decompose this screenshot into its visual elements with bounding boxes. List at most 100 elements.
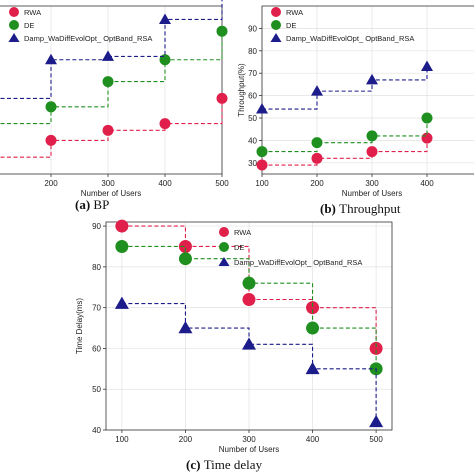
data-point-circle [306, 301, 320, 315]
data-point-triangle [369, 414, 384, 428]
data-point-triangle [242, 337, 256, 350]
data-point-circle [178, 252, 192, 266]
data-point-circle [115, 219, 129, 233]
x-tick-label: 200 [310, 179, 324, 188]
data-point-circle [256, 159, 268, 171]
series-line-1 [262, 118, 428, 153]
data-point-circle [115, 239, 129, 253]
y-tick-label: 90 [248, 24, 257, 33]
y-tick-label: 40 [248, 136, 257, 145]
chart-2: 100 200 300 400 30 40 50 60 70 80 90 Number of User… [237, 5, 474, 198]
data-point-circle [45, 134, 57, 146]
data-point-circle [242, 292, 256, 306]
legend: RWA DE Damp_WaDiffEvolOpt_ OptBand_RSA [270, 7, 414, 43]
data-point-circle [102, 124, 114, 136]
legend-marker-circle [9, 20, 19, 30]
data-point-triangle [159, 13, 171, 24]
caption-letter: (b) [320, 201, 339, 216]
data-point-triangle [366, 73, 378, 85]
data-point-triangle [256, 103, 268, 114]
data-point-circle [216, 92, 228, 104]
y-tick-label: 30 [248, 159, 257, 168]
legend-marker-triangle [218, 257, 230, 266]
data-point-circle [366, 146, 378, 158]
legend-label: DE [24, 21, 34, 30]
legend: RWA DE Damp_WaDiffEvolOpt_ OptBand_RSA [8, 7, 152, 43]
y-tick-label: 60 [248, 92, 257, 101]
y-tick-label: 50 [248, 114, 257, 123]
x-tick-label: 500 [215, 179, 229, 188]
x-tick-label: 100 [115, 435, 129, 444]
legend-marker-circle [9, 7, 19, 17]
caption-text: Time delay [204, 457, 263, 472]
caption-letter: (a) [75, 197, 93, 212]
data-point-circle [421, 112, 433, 124]
caption-3: (c) Time delay [186, 457, 263, 472]
legend-marker-circle [271, 7, 281, 17]
legend-label: Damp_WaDiffEvolOpt_ OptBand_RSA [234, 258, 362, 267]
data-point-triangle [311, 85, 323, 96]
legend-marker-triangle [270, 33, 282, 42]
caption-1: (a) BP [75, 197, 109, 212]
data-point-circle [311, 137, 323, 149]
data-point-circle [256, 146, 268, 158]
x-tick-label: 300 [242, 435, 256, 444]
legend-label: Damp_WaDiffEvolOpt_ OptBand_RSA [24, 34, 152, 43]
x-tick-label: 400 [420, 179, 434, 188]
y-tick-label: 80 [248, 47, 257, 56]
y-axis-label: Throughput(%) [237, 63, 246, 117]
x-tick-label: 400 [306, 435, 320, 444]
legend-marker-circle [219, 227, 229, 237]
data-point-circle [311, 152, 323, 164]
data-point-triangle [305, 361, 320, 375]
legend-marker-triangle [8, 33, 20, 42]
y-tick-label: 90 [92, 222, 101, 231]
y-tick-label: 50 [92, 385, 101, 394]
data-point-circle [366, 130, 378, 142]
x-tick-label: 400 [158, 179, 172, 188]
y-tick-label: 80 [92, 263, 101, 272]
series-line-2 [262, 66, 428, 110]
x-tick-label: 500 [369, 435, 383, 444]
x-tick-label: 200 [179, 435, 193, 444]
y-tick-label: 60 [92, 344, 101, 353]
x-axis-label: Number of Users [342, 189, 402, 198]
caption-letter: (c) [186, 457, 204, 472]
x-tick-label: 200 [44, 179, 58, 188]
series-line-2 [121, 303, 377, 422]
y-axis-label: Time Delay(ms) [75, 298, 84, 354]
data-point-triangle [114, 296, 129, 309]
data-point-circle [216, 25, 228, 37]
legend-label: Damp_WaDiffEvolOpt_ OptBand_RSA [286, 34, 414, 43]
data-point-circle [159, 54, 171, 66]
series-line-0 [0, 98, 223, 158]
data-point-circle [45, 101, 57, 113]
data-point-triangle [178, 321, 193, 334]
data-point-circle [178, 239, 192, 253]
y-tick-label: 70 [248, 69, 257, 78]
caption-text: Throughput [339, 201, 401, 216]
data-point-circle [369, 341, 383, 355]
y-tick-label: 40 [92, 426, 101, 435]
legend-marker-circle [271, 20, 281, 30]
plot-frame [0, 5, 223, 175]
x-axis-label: Number of Users [219, 445, 279, 454]
data-point-circle [306, 321, 320, 335]
legend-label: RWA [234, 228, 251, 237]
chart-1: 200 300 400 500 Number of Users RWA DE Damp_WaD… [0, 0, 229, 198]
data-point-triangle [102, 50, 114, 61]
data-point-circle [102, 76, 114, 88]
chart-3: 100 200 300 400 500 40 50 60 70 80 90 Number of Use… [75, 219, 393, 454]
data-point-circle [159, 118, 171, 130]
y-tick-label: 70 [92, 304, 101, 313]
caption-text: BP [93, 197, 109, 212]
x-axis-label: Number of Users [81, 189, 141, 198]
data-point-triangle [421, 60, 433, 71]
data-point-triangle [45, 53, 57, 65]
legend-label: DE [286, 21, 296, 30]
series-line-0 [121, 225, 377, 349]
x-tick-label: 100 [255, 179, 269, 188]
legend-label: RWA [286, 8, 303, 17]
data-point-circle [242, 276, 256, 290]
